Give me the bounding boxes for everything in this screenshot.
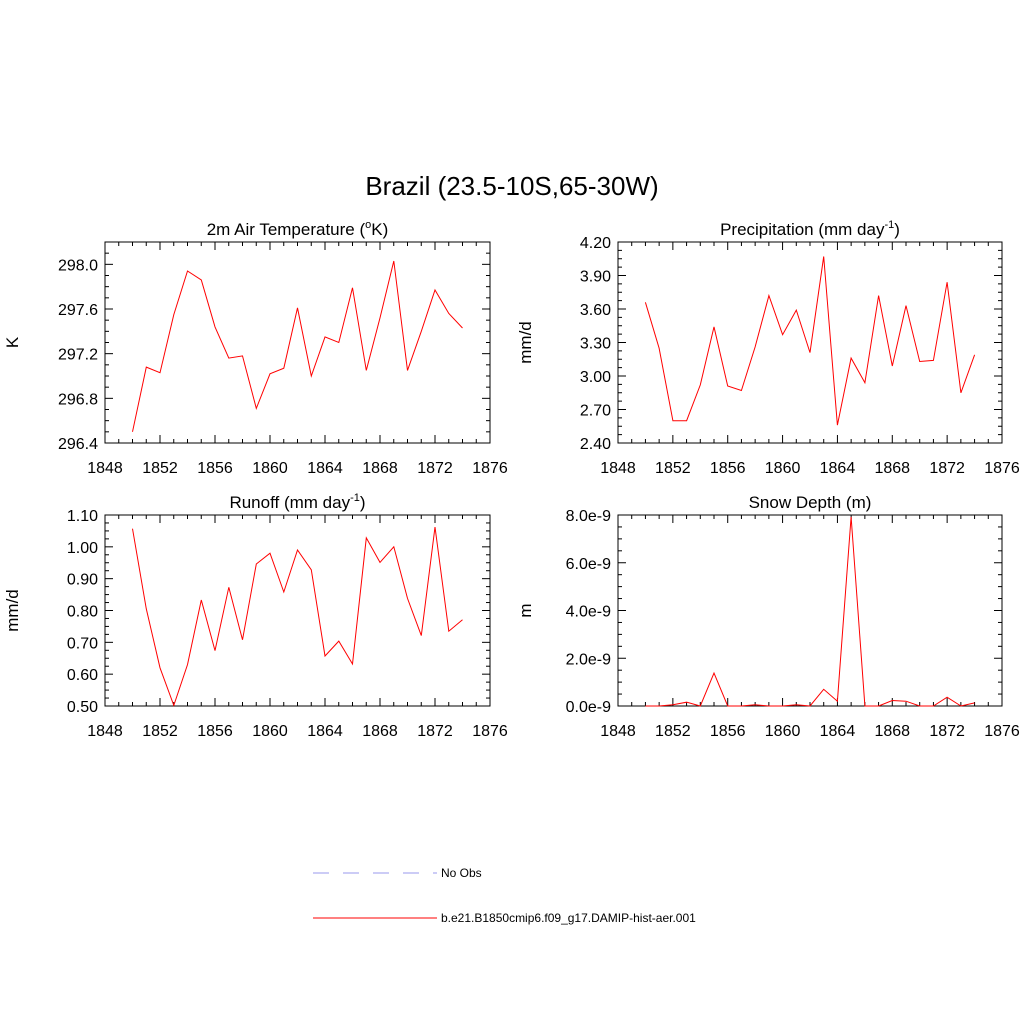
y-tick-label: 3.90: [580, 269, 611, 286]
y-axis-label: K: [3, 336, 22, 348]
series-line: [132, 260, 463, 432]
x-tick-label: 1852: [142, 460, 178, 477]
x-tick-label: 1864: [307, 723, 343, 740]
panel-title: Runoff (mm day-1): [229, 492, 365, 512]
y-axis-label: mm/d: [516, 321, 535, 364]
plot-frame: [617, 241, 1003, 444]
x-tick-label: 1868: [874, 460, 910, 477]
y-axis-label: m: [516, 603, 535, 617]
x-tick-label: 1864: [307, 460, 343, 477]
panel-1: 1848 1852 1856 1860 1864 1868 1872 1876 296.4 296…: [3, 219, 508, 477]
main-title: Brazil (23.5-10S,65-30W): [365, 171, 658, 201]
y-tick-label: 2.0e-9: [566, 651, 611, 668]
panel-title-suffix: ): [360, 493, 366, 512]
x-tick-label: 1872: [929, 723, 965, 740]
panel-title-superscript: -1: [884, 219, 894, 231]
panel-title-text: Snow Depth (m): [749, 493, 872, 512]
y-tick-label: 3.60: [580, 302, 611, 319]
y-tick-label: 296.4: [58, 436, 98, 453]
x-tick-label: 1848: [600, 723, 636, 740]
y-tick-label: 298.0: [58, 257, 98, 274]
y-tick-label: 6.0e-9: [566, 556, 611, 573]
panel-title-text: 2m Air Temperature (: [207, 220, 366, 239]
panel-3: 1848 1852 1856 1860 1864 1868 1872 1876 0.50 0.60…: [3, 492, 508, 740]
panel-title-text: Precipitation (mm day: [720, 220, 885, 239]
x-tick-label: 1856: [197, 723, 233, 740]
y-tick-label: 2.40: [580, 436, 611, 453]
legend-label-2: b.e21.B1850cmip6.f09_g17.DAMIP-hist-aer.…: [441, 911, 696, 925]
x-tick-label: 1876: [984, 460, 1020, 477]
x-tick-label: 1848: [87, 723, 123, 740]
x-tick-label: 1856: [197, 460, 233, 477]
series-line: [644, 256, 976, 426]
x-tick-label: 1860: [252, 723, 288, 740]
x-tick-label: 1860: [765, 723, 801, 740]
x-tick-label: 1852: [142, 723, 178, 740]
panel-title: Snow Depth (m): [749, 493, 872, 512]
x-tick-label: 1860: [765, 460, 801, 477]
y-tick-label: 0.70: [67, 635, 98, 652]
x-tick-label: 1872: [417, 460, 453, 477]
x-tick-label: 1848: [600, 460, 636, 477]
panel-title-text: Runoff (mm day: [229, 493, 350, 512]
x-tick-label: 1868: [874, 723, 910, 740]
x-tick-label: 1868: [362, 460, 398, 477]
x-tick-label: 1852: [655, 723, 691, 740]
y-tick-label: 0.80: [67, 604, 98, 621]
x-tick-label: 1848: [87, 460, 123, 477]
series-line: [132, 527, 463, 707]
panel-title-suffix: ): [894, 220, 900, 239]
panel-title-superscript: -1: [350, 492, 360, 504]
x-tick-label: 1876: [984, 723, 1020, 740]
y-tick-label: 2.70: [580, 403, 611, 420]
panel-4: 1848 1852 1856 1860 1864 1868 1872 1876 0.0e-9 2.…: [516, 493, 1020, 740]
y-tick-label: 296.8: [58, 391, 98, 408]
y-axis-label: mm/d: [3, 589, 22, 632]
x-tick-label: 1864: [820, 460, 856, 477]
legend: No Obs b.e21.B1850cmip6.f09_g17.DAMIP-his…: [313, 866, 696, 925]
plot-frame: [617, 514, 1003, 707]
y-tick-label: 4.20: [580, 235, 611, 252]
panels: 1848 1852 1856 1860 1864 1868 1872 1876 296.4 296…: [3, 219, 1020, 740]
x-tick-label: 1852: [655, 460, 691, 477]
y-tick-label: 8.0e-9: [566, 508, 611, 525]
x-tick-label: 1872: [417, 723, 453, 740]
x-tick-label: 1860: [252, 460, 288, 477]
y-tick-label: 0.90: [67, 572, 98, 589]
x-tick-label: 1872: [929, 460, 965, 477]
legend-label-1: No Obs: [441, 866, 482, 880]
y-tick-label: 3.00: [580, 369, 611, 386]
y-tick-label: 0.50: [67, 699, 98, 716]
series-line: [645, 516, 975, 707]
y-tick-label: 297.6: [58, 302, 98, 319]
x-tick-label: 1876: [472, 460, 508, 477]
panel-title: Precipitation (mm day-1): [720, 219, 900, 239]
plot-frame: [104, 514, 491, 707]
x-tick-label: 1868: [362, 723, 398, 740]
y-tick-label: 3.30: [580, 336, 611, 353]
y-tick-label: 4.0e-9: [566, 604, 611, 621]
y-tick-label: 0.60: [67, 667, 98, 684]
x-tick-label: 1864: [820, 723, 856, 740]
x-tick-label: 1876: [472, 723, 508, 740]
y-tick-label: 1.00: [67, 540, 98, 557]
y-tick-label: 0.0e-9: [566, 699, 611, 716]
panel-2: 1848 1852 1856 1860 1864 1868 1872 1876 2.40 2.70…: [516, 219, 1020, 477]
panel-title: 2m Air Temperature (oK): [207, 219, 389, 239]
panel-title-suffix: K): [371, 220, 388, 239]
y-tick-label: 1.10: [67, 508, 98, 525]
x-tick-label: 1856: [710, 723, 746, 740]
y-tick-label: 297.2: [58, 347, 98, 364]
panel-title-superscript: o: [365, 219, 371, 231]
x-tick-label: 1856: [710, 460, 746, 477]
plot-frame: [104, 241, 491, 444]
